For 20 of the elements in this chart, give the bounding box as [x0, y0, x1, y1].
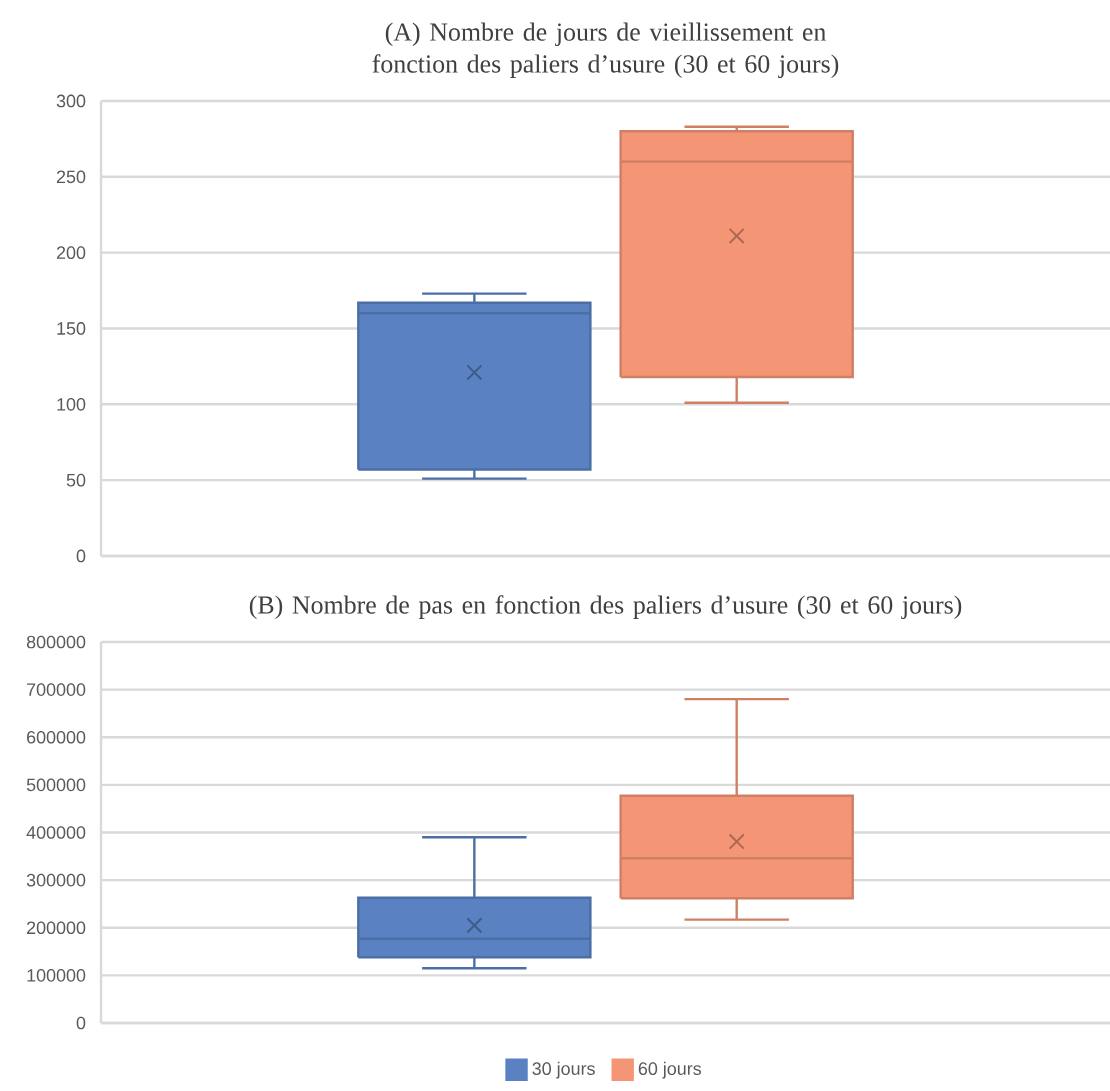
chart-title: (A) Nombre de jours de vieillissement en fonction des paliers d’usure (30 et 60 jours) [372, 22, 839, 78]
y-tick-label: 100 [57, 397, 86, 411]
y-tick-label: 200 [56, 246, 86, 259]
legend-label: 30 jours [532, 1061, 595, 1079]
y-tick-label: 800000 [26, 635, 86, 649]
y-tick-label: 600000 [27, 730, 86, 744]
y-tick-label: 0 [76, 549, 86, 563]
y-tick-label: 500000 [26, 778, 86, 792]
y-tick-label: 0 [76, 1016, 86, 1030]
y-tick-label: 50 [66, 473, 86, 487]
y-tick-label: 400000 [26, 826, 86, 839]
chart-title: (B) Nombre de pas en fonction des paliers d’usure (30 et 60 jours) [249, 595, 962, 619]
y-tick-label: 700000 [27, 683, 86, 696]
legend-label: 60 jours [638, 1061, 702, 1079]
y-tick-label: 100000 [27, 969, 86, 982]
y-tick-label: 250 [56, 170, 86, 184]
y-tick-label: 200000 [27, 921, 86, 935]
y-tick-label: 300 [56, 94, 86, 108]
y-tick-label: 150 [57, 322, 86, 335]
y-tick-label: 300000 [26, 873, 86, 887]
